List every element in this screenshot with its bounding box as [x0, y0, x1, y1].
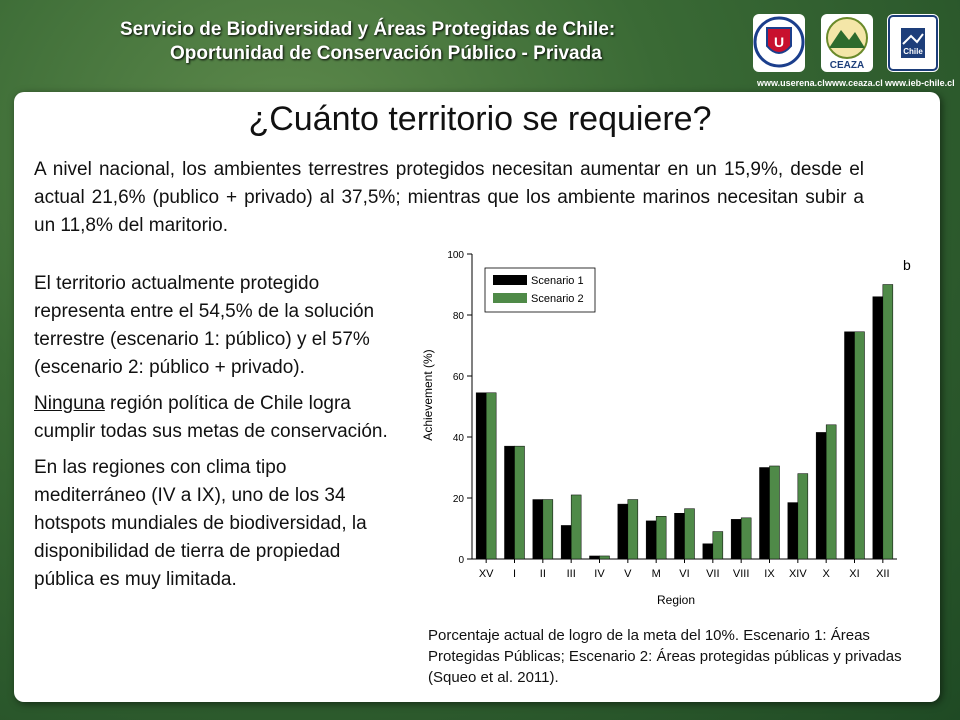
y-axis-label: Achievement (%) [421, 349, 435, 440]
ieb-logo-icon: Chile [887, 14, 939, 72]
left-text-column: El territorio actualmente protegido repr… [34, 270, 400, 602]
paragraph-no-region-rest: región política de Chile logra cumplir t… [34, 393, 388, 442]
x-axis-label: Region [657, 593, 695, 607]
legend-swatch-scenario-2 [493, 293, 527, 303]
x-tick-label: V [624, 568, 632, 580]
x-tick-label: XII [876, 568, 889, 580]
y-tick-label: 0 [458, 555, 464, 566]
bar-scenario-1 [645, 520, 657, 560]
bar-scenario-2 [712, 531, 724, 560]
paragraph-mediterranean: En las regiones con clima tipo mediterrá… [34, 457, 367, 590]
bar-scenario-1 [475, 392, 487, 560]
x-tick-label: XI [849, 568, 859, 580]
legend-label-scenario-2: Scenario 2 [531, 293, 584, 305]
logo-url-ceaza[interactable]: www.ceaza.cl [825, 78, 883, 88]
bar-scenario-1 [674, 513, 685, 560]
x-tick-label: I [513, 568, 516, 580]
x-tick-label: VI [679, 568, 689, 580]
bar-scenario-2 [599, 555, 610, 560]
y-tick-label: 60 [453, 372, 465, 383]
logo-url-ieb[interactable]: www.ieb-chile.cl [885, 78, 955, 88]
bar-scenario-1 [702, 543, 714, 560]
bar-scenario-1 [617, 503, 629, 560]
paragraph-no-region: Ninguna región política de Chile logra c… [34, 390, 400, 446]
bar-scenario-1 [815, 432, 827, 560]
panel-label: b [903, 257, 911, 273]
bar-scenario-2 [825, 424, 837, 560]
x-tick-label: VIII [733, 568, 750, 580]
legend-label-scenario-1: Scenario 1 [531, 275, 584, 287]
x-tick-label: III [567, 568, 576, 580]
paragraph-protected-territory: El territorio actualmente protegido repr… [34, 273, 375, 378]
logos: U CEAZA Chile www.userena.cl www.ceaza.c… [745, 10, 955, 90]
bar-scenario-1 [872, 296, 884, 560]
chart-legend: Scenario 1 Scenario 2 [484, 267, 596, 313]
bar-scenario-2 [740, 517, 752, 560]
x-tick-label: XIV [789, 568, 807, 580]
y-tick-label: 100 [447, 250, 464, 261]
header-banner: Servicio de Biodiversidad y Áreas Proteg… [0, 0, 960, 92]
bar-scenario-2 [655, 516, 667, 560]
y-tick-label: 20 [453, 494, 465, 505]
x-tick-label: II [540, 568, 546, 580]
bar-scenario-2 [769, 465, 780, 560]
x-tick-label: IV [594, 568, 605, 580]
bar-scenario-2 [485, 392, 497, 560]
bar-scenario-1 [787, 502, 799, 560]
x-tick-label: IX [764, 568, 775, 580]
bar-scenario-1 [844, 331, 855, 560]
bar-scenario-1 [730, 519, 742, 560]
header-title: Servicio de Biodiversidad y Áreas Proteg… [120, 18, 615, 66]
bar-scenario-1 [589, 555, 600, 560]
header-line-1: Servicio de Biodiversidad y Áreas Proteg… [120, 19, 616, 40]
y-tick-label: 40 [453, 433, 465, 444]
university-seal-icon: U [753, 14, 805, 72]
bar-scenario-2 [882, 284, 894, 560]
bar-scenario-2 [627, 499, 639, 560]
bar-scenario-1 [560, 525, 572, 560]
bar-scenario-2 [542, 499, 554, 560]
bar-scenario-2 [570, 494, 582, 560]
x-tick-label: M [652, 568, 661, 580]
ceaza-logo-text: CEAZA [830, 60, 864, 71]
legend-swatch-scenario-1 [493, 275, 527, 285]
intro-paragraph: A nivel nacional, los ambientes terrestr… [34, 159, 864, 236]
x-tick-label: VII [706, 568, 719, 580]
logo-url-userena[interactable]: www.userena.cl [757, 78, 825, 88]
bar-scenario-1 [504, 445, 515, 560]
bar-scenario-2 [684, 508, 695, 560]
ieb-logo-text: Chile [903, 47, 923, 56]
bar-scenario-2 [514, 445, 525, 560]
underlined-word: Ninguna [34, 393, 105, 414]
bar-scenario-1 [532, 499, 544, 560]
x-tick-label: X [822, 568, 830, 580]
ceaza-logo-icon: CEAZA [821, 14, 873, 72]
slide-title: ¿Cuánto territorio se requiere? [248, 100, 712, 138]
bar-scenario-2 [797, 473, 809, 560]
bar-scenario-2 [854, 331, 865, 560]
svg-text:U: U [774, 34, 784, 50]
y-tick-label: 80 [453, 311, 465, 322]
header-line-2: Oportunidad de Conservación Público - Pr… [170, 43, 602, 64]
x-tick-label: XV [479, 568, 494, 580]
figure-caption: Porcentaje actual de logro de la meta de… [428, 627, 902, 686]
bar-scenario-1 [759, 467, 770, 560]
